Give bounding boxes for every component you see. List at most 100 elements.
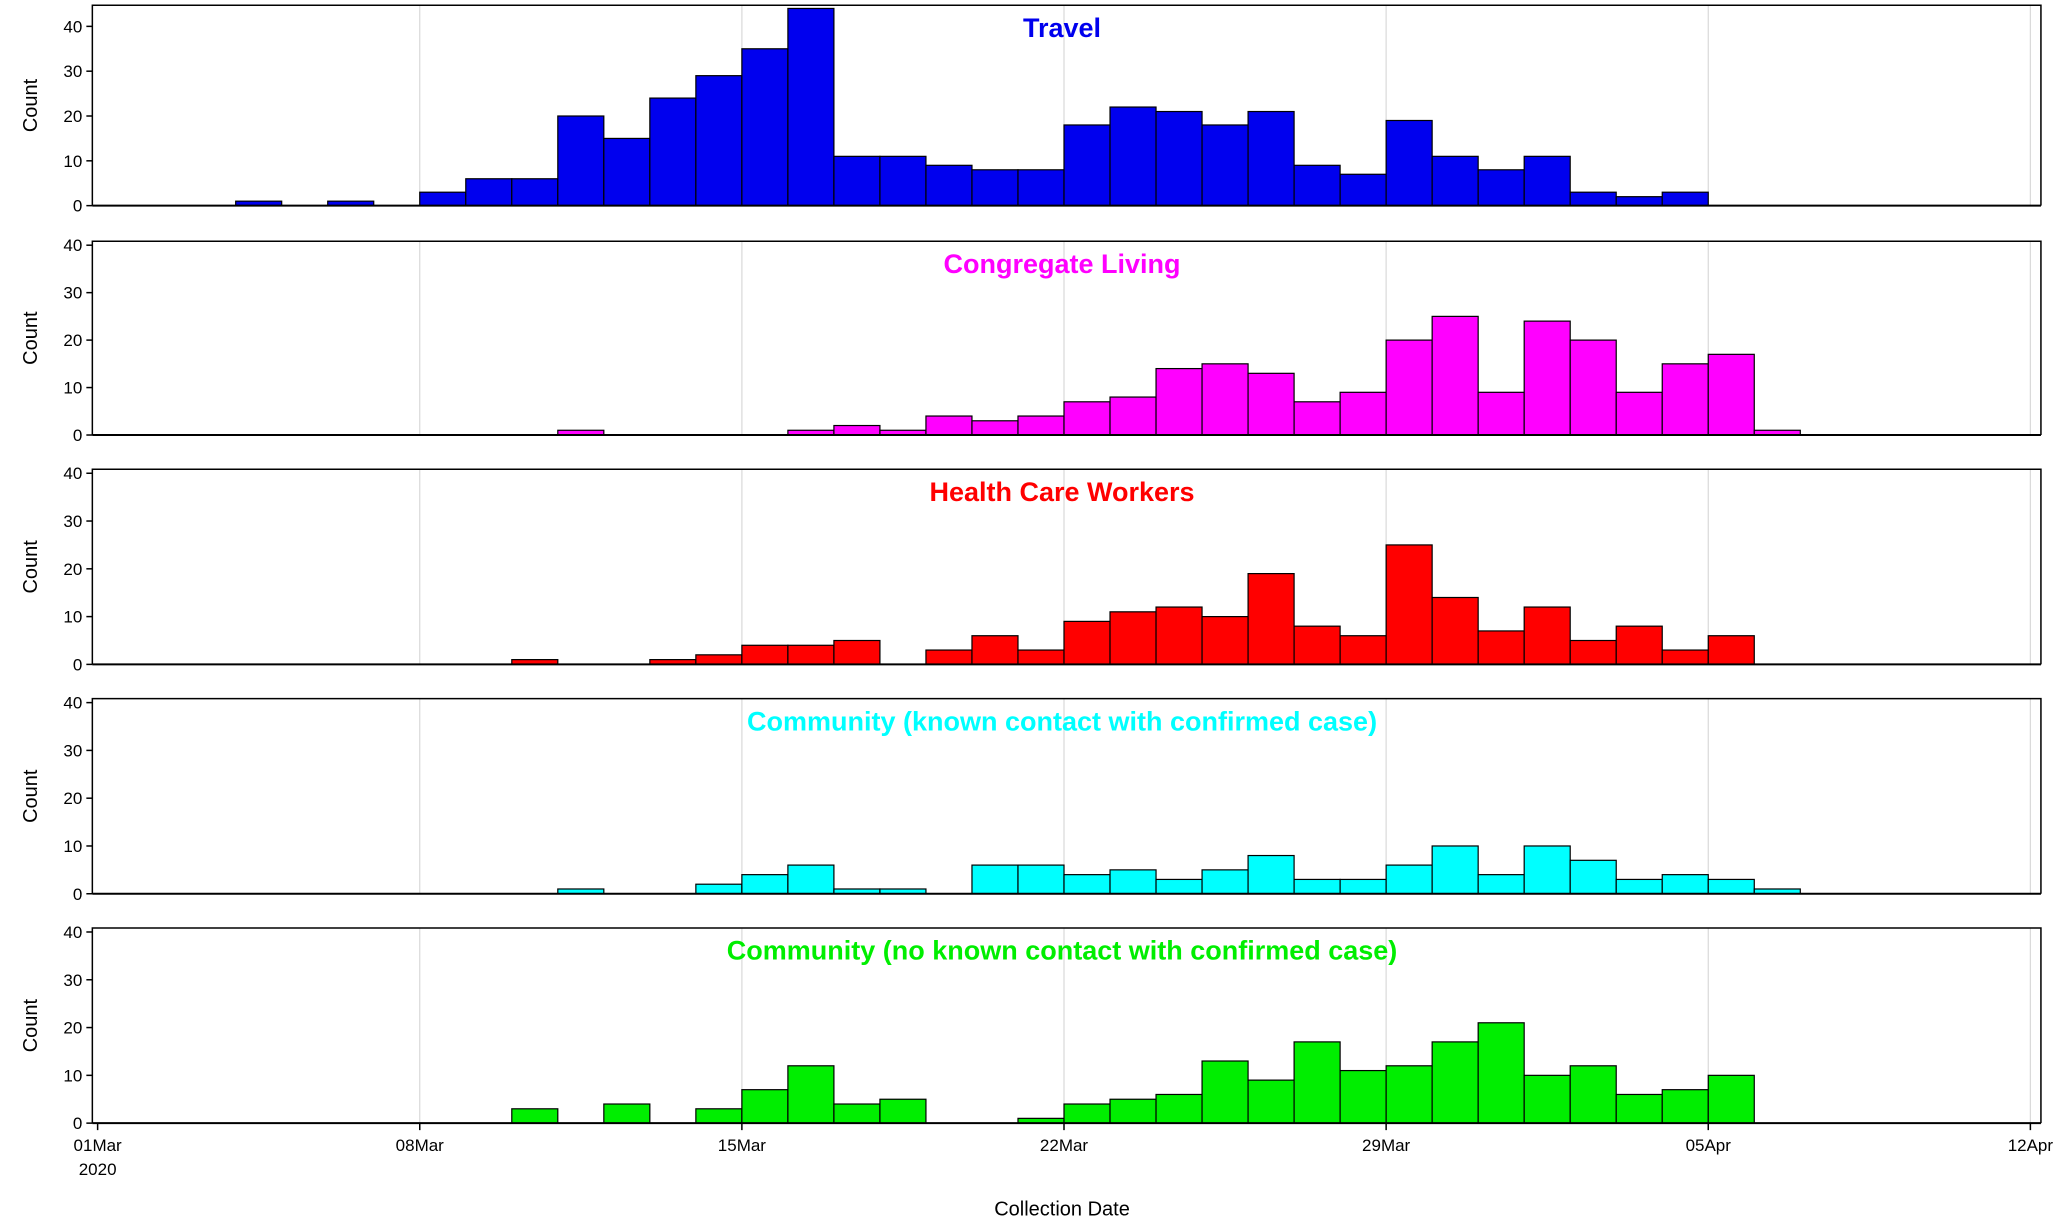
bar xyxy=(1523,845,1571,895)
bar xyxy=(1247,854,1295,895)
bar xyxy=(1615,391,1663,436)
bar xyxy=(1707,635,1755,665)
y-tick-label: 20 xyxy=(63,1019,82,1038)
bar xyxy=(833,155,881,207)
x-tick-sublabel: 2020 xyxy=(79,1160,117,1179)
bar xyxy=(1385,339,1433,436)
bar xyxy=(1293,401,1341,436)
bar xyxy=(971,169,1019,207)
bar xyxy=(1017,415,1065,436)
bar xyxy=(1661,874,1709,895)
bar xyxy=(1707,878,1755,895)
bar xyxy=(1431,845,1479,895)
y-tick-label: 30 xyxy=(63,512,82,531)
bar xyxy=(1569,859,1617,895)
bar xyxy=(1569,191,1617,207)
bar xyxy=(1523,1074,1571,1124)
bar xyxy=(1431,1041,1479,1124)
bar xyxy=(1569,1065,1617,1124)
bar xyxy=(1109,1098,1157,1124)
bar xyxy=(925,649,973,665)
bar xyxy=(1155,367,1203,436)
bar xyxy=(879,1098,927,1124)
bar xyxy=(1385,544,1433,665)
bar xyxy=(511,1108,559,1124)
bar xyxy=(1201,363,1249,436)
y-tick-label: 30 xyxy=(63,284,82,303)
y-tick-label: 10 xyxy=(63,152,82,171)
bar xyxy=(971,635,1019,665)
bar xyxy=(1477,630,1525,665)
panel-3: 0 10 20 30 40 Count Health Care Workers xyxy=(20,464,2042,674)
bar xyxy=(1109,106,1157,207)
bar xyxy=(1247,110,1295,207)
panel-5: 0 10 20 30 40 Count Community (no known contac… xyxy=(20,923,2042,1133)
bar xyxy=(1063,124,1111,207)
bar xyxy=(1155,110,1203,207)
x-tick-label: 12Apr xyxy=(2008,1136,2054,1155)
bar xyxy=(1155,1093,1203,1124)
bar xyxy=(1155,606,1203,665)
panel-frame xyxy=(91,240,2042,436)
bar xyxy=(925,164,973,207)
bar xyxy=(1523,606,1571,665)
y-tick-label: 40 xyxy=(63,694,82,713)
bar xyxy=(1293,164,1341,207)
bar xyxy=(1247,572,1295,665)
x-tick-label: 08Mar xyxy=(396,1136,445,1155)
panel-title: Congregate Living xyxy=(944,249,1181,279)
x-tick-label: 15Mar xyxy=(718,1136,767,1155)
y-tick-label: 0 xyxy=(73,1114,82,1133)
bar xyxy=(603,1103,651,1124)
y-axis-title: Count xyxy=(20,998,42,1052)
bar xyxy=(1615,1093,1663,1124)
bar xyxy=(1661,649,1709,665)
y-tick-label: 20 xyxy=(63,107,82,126)
bar xyxy=(1707,353,1755,436)
y-tick-label: 0 xyxy=(73,655,82,674)
bar xyxy=(603,137,651,207)
bar xyxy=(787,864,835,895)
bar xyxy=(1477,874,1525,895)
bar xyxy=(649,97,697,207)
bar xyxy=(1063,874,1111,895)
panel-frame xyxy=(91,468,2042,665)
bar xyxy=(511,178,559,207)
bar xyxy=(1017,864,1065,895)
bar xyxy=(695,75,743,207)
bar xyxy=(1615,625,1663,665)
bar xyxy=(1247,372,1295,436)
bar xyxy=(419,191,467,207)
bar xyxy=(833,424,881,436)
bar xyxy=(1109,869,1157,895)
bar xyxy=(741,874,789,895)
y-axis-title: Count xyxy=(20,769,42,823)
bar xyxy=(1569,339,1617,436)
panel-4: 0 10 20 30 40 Count Community (known contact w… xyxy=(20,694,2042,904)
bar xyxy=(879,155,927,207)
y-tick-label: 30 xyxy=(63,62,82,81)
bar xyxy=(1661,191,1709,207)
bar xyxy=(833,639,881,665)
y-tick-label: 40 xyxy=(63,236,82,255)
bar xyxy=(741,1089,789,1124)
bar xyxy=(1063,1103,1111,1124)
bar xyxy=(695,1108,743,1124)
bar xyxy=(1063,620,1111,665)
y-tick-label: 20 xyxy=(63,331,82,350)
y-axis-title: Count xyxy=(20,78,42,132)
x-tick-label: 22Mar xyxy=(1040,1136,1089,1155)
bar xyxy=(1201,869,1249,895)
bar xyxy=(1477,391,1525,436)
y-tick-label: 40 xyxy=(63,923,82,942)
bar xyxy=(1339,635,1387,665)
bar xyxy=(465,178,513,207)
bar xyxy=(1615,878,1663,895)
bar xyxy=(1431,315,1479,436)
panel-title: Community (known contact with confirmed … xyxy=(747,706,1377,736)
y-tick-label: 10 xyxy=(63,608,82,627)
bar xyxy=(833,1103,881,1124)
bar xyxy=(1201,124,1249,207)
bar xyxy=(971,420,1019,436)
